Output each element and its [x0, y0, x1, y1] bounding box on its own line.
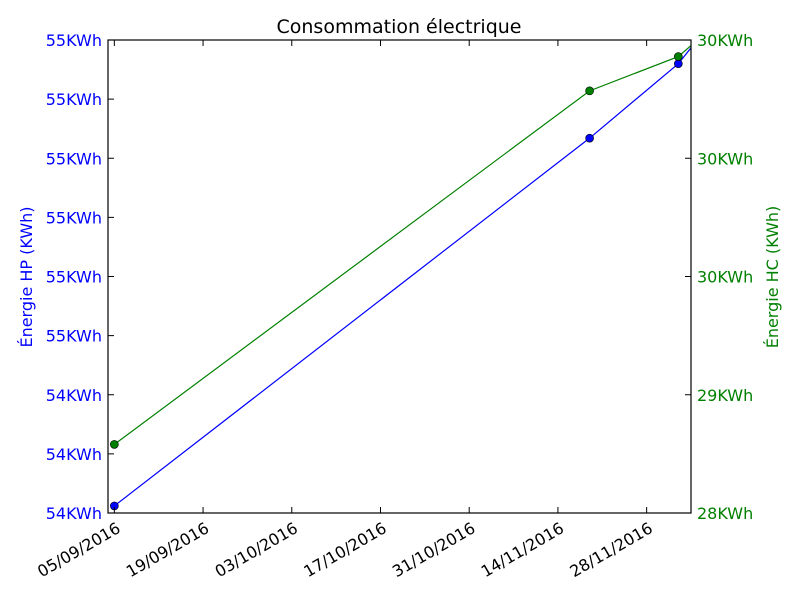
x-tick-label: 31/10/2016	[389, 518, 478, 581]
ticks-layer: 05/09/2016 19/09/2016 03/10/2016 17/10/2016…	[34, 31, 753, 581]
x-tick-label: 17/10/2016	[300, 518, 389, 581]
series-layer	[110, 44, 691, 511]
y-right-tick-label: 30KWh	[697, 31, 753, 50]
data-point-left	[585, 133, 594, 143]
data-point-right	[674, 52, 683, 61]
data-point-right	[110, 440, 119, 449]
series-group	[110, 44, 691, 511]
y-left-tick-label: 54KWh	[46, 445, 102, 464]
data-point-right	[585, 86, 594, 96]
chart-title: Consommation électrique	[277, 16, 522, 38]
y-left-tick-label: 55KWh	[46, 268, 102, 287]
y-left-tick-label: 55KWh	[46, 31, 102, 50]
y-left-tick-label: 54KWh	[46, 386, 102, 405]
plot-frame	[107, 39, 692, 514]
y-left-tick-label: 55KWh	[46, 208, 102, 227]
y-right-tick-label: 29KWh	[697, 386, 753, 405]
series-line-left	[113, 46, 691, 507]
y-right-tick-label: 30KWh	[697, 149, 753, 168]
x-tick-label: 03/10/2016	[212, 518, 301, 581]
y-left-tick-label: 54KWh	[46, 504, 102, 523]
y-left-tick-label: 55KWh	[46, 149, 102, 168]
y-right-tick-label: 30KWh	[697, 268, 753, 287]
x-tick-label: 19/09/2016	[123, 518, 212, 581]
y-left-tick-label: 55KWh	[46, 327, 102, 346]
y-axis-left-label: Énergie HP (KWh)	[17, 206, 36, 347]
y-right-tick-label: 28KWh	[697, 504, 753, 523]
y-axis-right-label: Énergie HC (KWh)	[763, 206, 782, 349]
x-tick-label: 14/11/2016	[478, 518, 567, 581]
x-tick-label: 05/09/2016	[34, 518, 123, 581]
y-left-tick-label: 55KWh	[46, 90, 102, 109]
series-line-right	[113, 44, 691, 445]
x-tick-label: 28/11/2016	[566, 518, 655, 581]
